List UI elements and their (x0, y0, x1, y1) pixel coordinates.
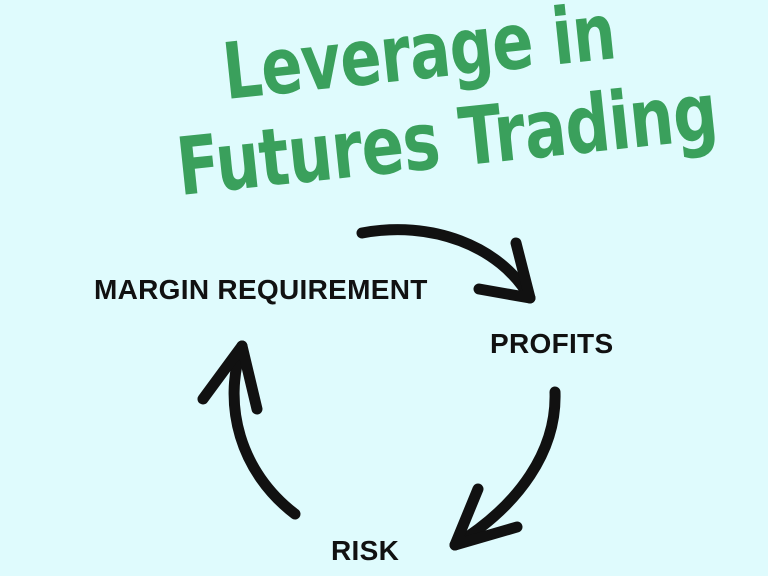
arrow-profits-to-risk (449, 386, 561, 551)
node-profits: PROFITS (490, 328, 614, 359)
arrow-margin-to-profits-head (473, 237, 536, 304)
arrow-risk-to-margin (197, 340, 301, 520)
node-margin-requirement: MARGIN REQUIREMENT (94, 274, 428, 305)
arrow-profits-to-risk-head (449, 483, 523, 551)
arrow-risk-to-margin-head (197, 340, 263, 415)
arrow-risk-to-margin-shaft (228, 340, 301, 520)
node-risk: RISK (331, 535, 400, 566)
arrow-margin-to-profits (356, 224, 536, 304)
arrow-margin-to-profits-shaft (356, 224, 536, 304)
arrow-profits-to-risk-shaft (449, 386, 561, 551)
